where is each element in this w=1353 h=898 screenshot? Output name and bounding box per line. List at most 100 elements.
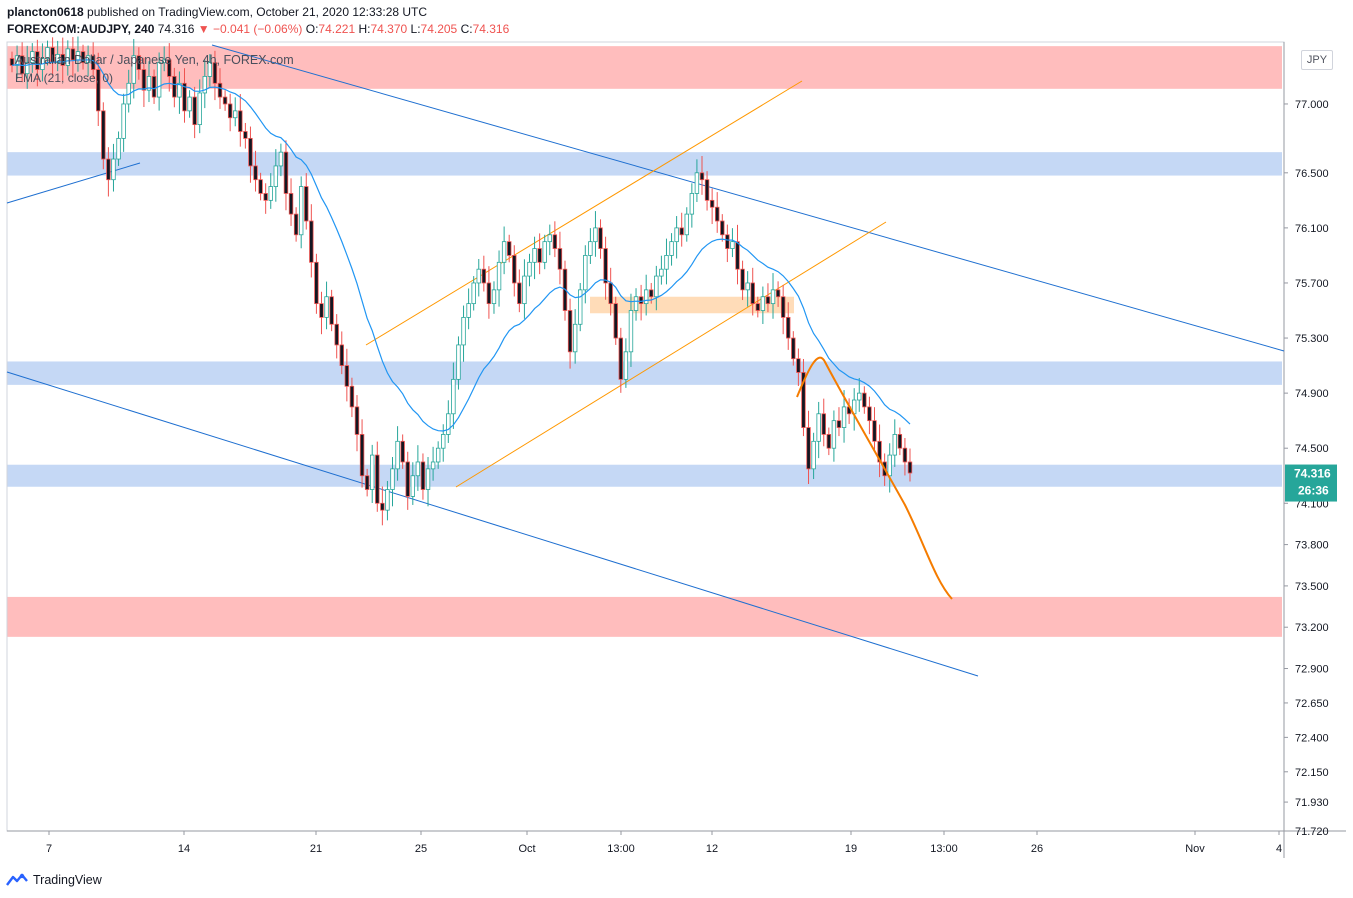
price-tick-label: 76.100 — [1295, 223, 1329, 235]
candle — [172, 76, 177, 98]
candle — [704, 179, 710, 201]
candle — [796, 358, 801, 373]
candle — [288, 193, 294, 215]
candle — [715, 206, 720, 222]
candle — [111, 158, 116, 181]
candle — [238, 110, 243, 132]
candle — [664, 255, 669, 270]
candle — [552, 234, 558, 249]
candle — [415, 461, 421, 477]
low-label: L: — [410, 22, 421, 36]
support-zone-3 — [7, 464, 1282, 487]
candle — [344, 365, 350, 387]
candle — [709, 199, 715, 208]
candle — [542, 241, 547, 263]
candle — [131, 55, 136, 84]
candle — [324, 296, 329, 318]
time-tick-label: 26 — [1031, 843, 1043, 855]
candle — [339, 344, 344, 366]
support-trendline — [6, 162, 141, 204]
candle — [405, 461, 410, 497]
last-price: 74.316 — [157, 22, 195, 36]
time-tick-label: Oct — [518, 843, 535, 855]
open-value: 74.221 — [318, 22, 356, 36]
last-price-badge — [1285, 464, 1337, 502]
candle — [679, 227, 684, 236]
candle — [314, 261, 319, 305]
last-price-label: 74.316 — [1294, 467, 1331, 481]
channel-lower-line — [455, 221, 887, 488]
time-tick-label: 21 — [310, 843, 322, 855]
candle — [831, 420, 837, 449]
price-change: −0.041 (−0.06%) — [213, 22, 303, 36]
candle — [801, 372, 806, 428]
currency-button[interactable]: JPY — [1301, 50, 1333, 70]
candle — [506, 241, 512, 256]
candle — [101, 110, 106, 160]
candle — [446, 413, 451, 435]
candle — [151, 76, 157, 98]
candle — [527, 261, 532, 277]
ema-line — [11, 59, 911, 432]
candle — [867, 406, 872, 422]
price-tick-label: 75.300 — [1295, 333, 1329, 345]
price-tick-label: 73.200 — [1295, 622, 1329, 634]
candle — [116, 137, 121, 160]
resistance-zone-1 — [7, 46, 1282, 89]
candle — [187, 96, 192, 112]
candle — [420, 461, 426, 490]
candle — [699, 172, 705, 181]
candle — [897, 434, 903, 449]
candle — [425, 468, 431, 490]
candle — [55, 53, 60, 64]
candle — [583, 255, 588, 291]
candle — [491, 289, 497, 305]
candle — [578, 289, 583, 325]
support-zone-2 — [7, 361, 1282, 385]
candle — [522, 275, 527, 305]
time-tick-label: 13:00 — [607, 843, 635, 855]
resistance-zone-2 — [7, 596, 1282, 637]
candle — [725, 234, 730, 249]
candle — [222, 96, 228, 105]
candle — [618, 337, 624, 380]
candle — [192, 96, 197, 126]
countdown-label: 26:36 — [1298, 484, 1329, 498]
candle — [862, 392, 867, 408]
price-tick-label: 77.000 — [1295, 99, 1329, 111]
close-value: 74.316 — [472, 22, 510, 36]
candle — [588, 241, 593, 256]
candle — [537, 248, 542, 263]
candle — [466, 303, 471, 318]
author-name[interactable]: plancton0618 — [7, 5, 84, 19]
time-tick-label: 25 — [415, 843, 427, 855]
candle — [106, 158, 111, 181]
candle — [253, 165, 258, 181]
candle — [227, 103, 233, 119]
candle — [212, 62, 218, 84]
candle — [877, 440, 882, 463]
candle — [892, 434, 897, 456]
candle — [669, 241, 674, 256]
candle — [770, 289, 776, 305]
high-value: 74.370 — [370, 22, 408, 36]
candle — [65, 48, 71, 66]
price-tick-label: 72.900 — [1295, 664, 1329, 676]
candle — [80, 51, 86, 64]
candle — [456, 344, 461, 380]
candle — [760, 296, 766, 311]
candle — [740, 268, 745, 291]
candle — [775, 289, 781, 298]
time-tick-label: 7 — [46, 843, 52, 855]
candle — [435, 447, 441, 463]
series-legend[interactable]: Australian Dollar / Japanese Yen, 4h, FO… — [15, 53, 294, 67]
price-tick-label: 76.500 — [1295, 168, 1329, 180]
candle — [674, 227, 679, 243]
candle — [375, 454, 380, 504]
tradingview-footer[interactable]: TradingView — [6, 871, 102, 889]
candle — [248, 137, 253, 167]
price-tick-label: 73.500 — [1295, 581, 1329, 593]
ema-legend[interactable]: EMA (21, close, 0) — [15, 71, 114, 85]
candle — [501, 241, 507, 263]
